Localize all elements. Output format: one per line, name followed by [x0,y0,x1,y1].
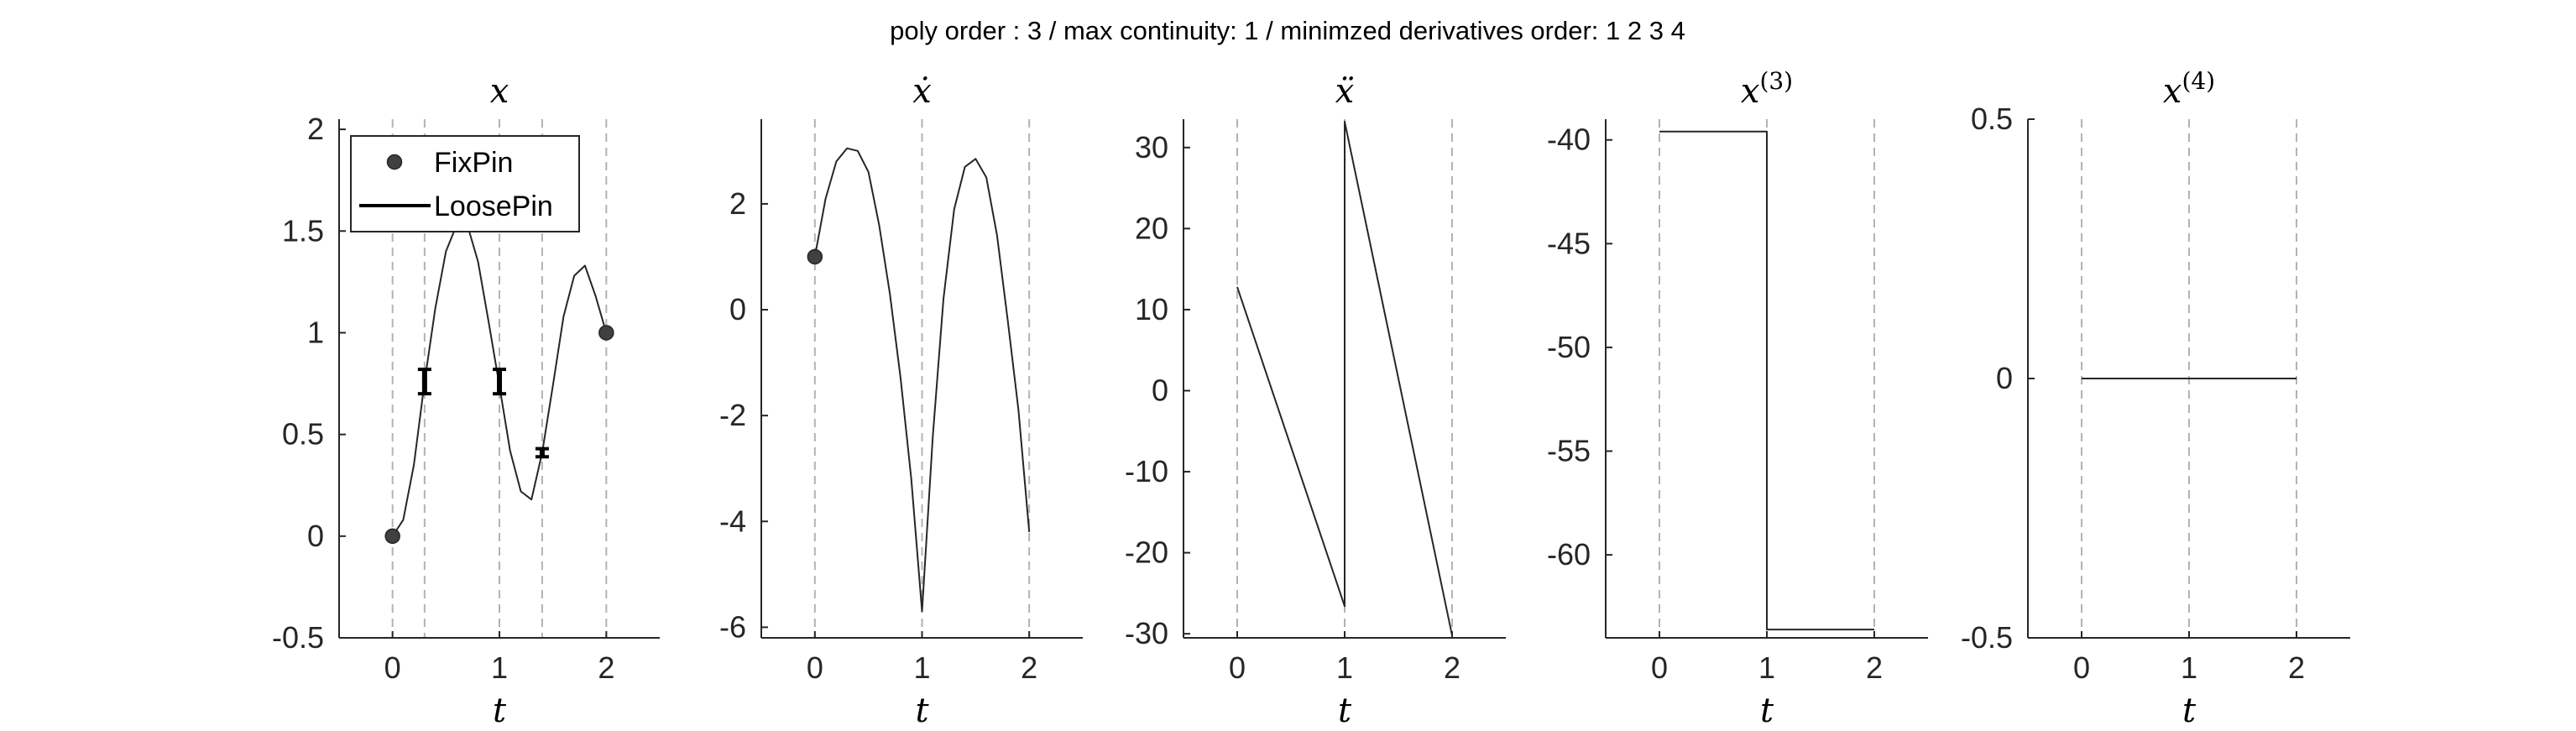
x-tick-label: 2 [2288,650,2305,685]
subplot-x-3rd: 0 1 2 -60 -55 -50 -45 -40 x(3) t [1547,67,1928,730]
fixpin-marker [384,528,400,545]
subplot-x: 0 1 2 -0.5 0 0.5 1 1.5 2 x t [272,72,660,730]
series-line-x-dot [813,147,1031,613]
y-tick-label: -4 [719,504,746,538]
subplot-x-dot: 0 1 2 -6 -4 -2 0 2 ẋ t [719,72,1083,730]
y-tick-label: -45 [1547,226,1591,260]
subplot-x-4th: 0 1 2 -0.5 0 0.5 x(4) t [1961,67,2350,730]
y-tick-label: 0.5 [282,417,324,452]
x-axis-label: t [493,692,507,730]
y-tick-label: -10 [1125,454,1168,488]
subplot-x-ddot: 0 1 2 -30 -20 -10 0 10 20 30 ẍ t [1125,72,1506,730]
y-tick-label: 1 [307,315,324,349]
y-tick-label: -40 [1547,123,1591,157]
subplot-title: x(4) [2163,67,2215,111]
y-tick-label: 30 [1135,130,1168,164]
series-line-x-3rd [1659,130,1874,631]
y-tick-label: 2 [729,186,746,221]
x-tick-label: 1 [2181,650,2197,685]
subplot-title: ẍ [1335,72,1355,111]
figure-title: poly order : 3 / max continuity: 1 / min… [890,16,1685,45]
x-tick-label: 1 [913,650,930,685]
y-tick-label: -0.5 [272,620,324,655]
x-axis-label: t [1338,692,1352,730]
x-tick-label: 0 [807,650,823,685]
y-tick-label: -2 [719,398,746,432]
x-tick-label: 1 [1336,650,1353,685]
legend-fixpin-marker-icon [386,154,403,170]
x-tick-label: 0 [2073,650,2090,685]
x-tick-label: 2 [1444,650,1460,685]
y-tick-label: 20 [1135,211,1168,245]
x-axis-label: t [1760,692,1774,730]
legend-fixpin-label: FixPin [434,147,513,179]
legend: FixPin LoosePin [350,135,580,232]
subplot-title: x [490,72,509,111]
y-tick-label: -30 [1125,616,1168,650]
y-tick-label: 1.5 [282,213,324,248]
y-tick-label: 0.5 [1971,102,2013,136]
y-tick-label: -0.5 [1961,620,2013,655]
subplot-title: ẋ [912,72,932,111]
x-axis-label: t [2182,692,2197,730]
x-tick-label: 1 [1758,650,1775,685]
x-tick-label: 0 [1229,650,1246,685]
fixpin-marker [807,248,823,265]
y-tick-label: -20 [1125,535,1168,570]
series-line-x-ddot [1236,120,1453,636]
y-tick-label: 10 [1135,292,1168,326]
y-tick-label: 2 [307,112,324,146]
legend-box [350,135,580,232]
y-tick-label: 0 [307,519,324,553]
subplot-title: x(3) [1741,67,1793,111]
y-tick-label: -55 [1547,434,1591,468]
legend-loosepin-label: LoosePin [434,191,553,222]
x-tick-label: 2 [1866,650,1883,685]
y-tick-label: 0 [1152,373,1168,407]
fixpin-marker [598,325,614,341]
y-tick-label: -50 [1547,330,1591,364]
x-tick-label: 2 [598,650,614,685]
y-tick-label: 0 [729,292,746,326]
x-tick-label: 0 [384,650,401,685]
x-tick-label: 1 [491,650,508,685]
y-tick-label: -6 [719,609,746,644]
y-tick-label: -60 [1547,537,1591,572]
y-tick-label: 0 [1996,361,2013,395]
x-tick-label: 0 [1651,650,1668,685]
x-axis-label: t [915,692,929,730]
x-tick-label: 2 [1021,650,1037,685]
